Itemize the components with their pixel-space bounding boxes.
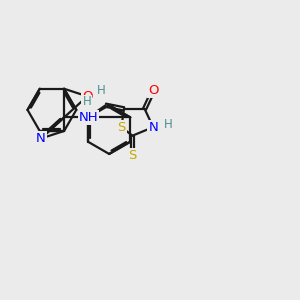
Text: H: H xyxy=(97,85,106,98)
Text: S: S xyxy=(117,121,126,134)
Text: O: O xyxy=(148,84,158,97)
Text: O: O xyxy=(82,90,92,103)
Text: N: N xyxy=(36,132,46,145)
Text: N: N xyxy=(148,121,158,134)
Text: H: H xyxy=(82,95,91,109)
Text: S: S xyxy=(128,149,136,162)
Text: NH: NH xyxy=(79,111,98,124)
Text: H: H xyxy=(164,118,172,131)
